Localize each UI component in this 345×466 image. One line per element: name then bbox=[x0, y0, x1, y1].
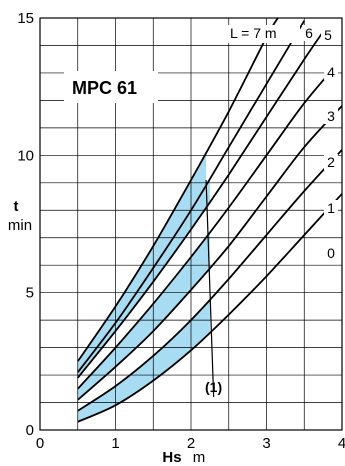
curve-label-6: 6 bbox=[305, 25, 313, 41]
curve-label-prefix: L = 7 m bbox=[230, 25, 277, 41]
curve-label-bg bbox=[324, 154, 338, 170]
series-line-4 bbox=[77, 31, 324, 379]
x-tick-label: 4 bbox=[338, 435, 345, 452]
shaded-band bbox=[77, 178, 210, 378]
plot-frame bbox=[39, 17, 343, 431]
curve-label-2: 2 bbox=[327, 154, 335, 170]
annotation-boundary-line bbox=[205, 180, 215, 398]
series-line-3 bbox=[77, 66, 336, 390]
x-tick-label: 2 bbox=[187, 435, 195, 452]
curve-label-bg bbox=[324, 245, 338, 261]
curve-label-3: 3 bbox=[327, 108, 335, 124]
y-axis-symbol: t bbox=[14, 198, 19, 215]
shaded-band bbox=[77, 152, 207, 373]
curve-label-bg bbox=[324, 200, 338, 216]
x-tick-label: 0 bbox=[36, 435, 44, 452]
shaded-band bbox=[77, 299, 210, 422]
x-tick-label: 3 bbox=[262, 435, 270, 452]
series-line-2 bbox=[77, 105, 343, 401]
curve-label-5: 5 bbox=[324, 27, 332, 43]
curve-label-bg bbox=[324, 108, 338, 124]
curve-label-prefix-bg bbox=[228, 25, 300, 43]
y-tick-label: 5 bbox=[26, 285, 34, 302]
curve-label-bg bbox=[302, 25, 316, 41]
series-line-0 bbox=[77, 193, 343, 423]
x-axis-symbol: Hs bbox=[162, 449, 181, 466]
x-axis-unit: m bbox=[193, 449, 206, 466]
y-tick-label: 15 bbox=[17, 10, 34, 27]
y-axis-unit: min bbox=[8, 217, 32, 234]
annotation-label: (1) bbox=[205, 379, 222, 395]
x-tick-label: 1 bbox=[111, 435, 119, 452]
curve-label-1: 1 bbox=[327, 200, 335, 216]
chart-title: MPC 61 bbox=[72, 78, 137, 98]
series-line-5 bbox=[77, 20, 306, 373]
title-box bbox=[64, 71, 158, 103]
curve-label-4: 4 bbox=[327, 64, 335, 80]
y-tick-label: 10 bbox=[17, 147, 34, 164]
curve-label-0: 0 bbox=[327, 245, 335, 261]
curve-label-bg bbox=[324, 64, 338, 80]
curve-label-bg bbox=[321, 27, 335, 43]
y-tick-label: 0 bbox=[26, 422, 34, 439]
curve-label-layer: 0 1 2 3 4 56 L = 7 m bbox=[228, 25, 338, 261]
